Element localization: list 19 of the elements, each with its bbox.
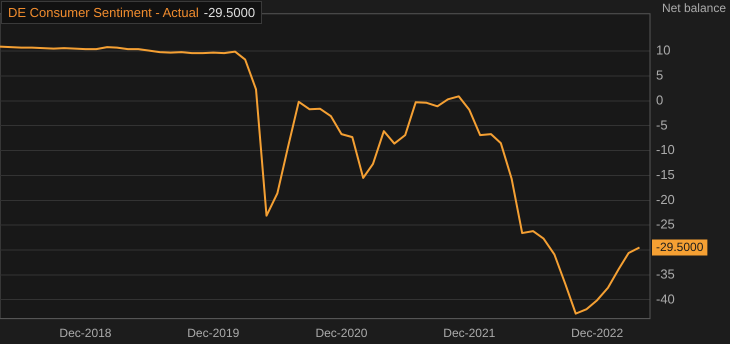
x-tick-label: Dec-2021 xyxy=(443,326,496,340)
y-axis-title: Net balance xyxy=(662,1,726,15)
y-tick-label: -10 xyxy=(656,142,675,158)
annotation: -29.5000 xyxy=(656,240,704,254)
y-tick-label: 5 xyxy=(656,68,664,83)
y-tick-label: 0 xyxy=(656,92,664,108)
y-tick-label: -40 xyxy=(656,291,675,306)
y-tick-label: 10 xyxy=(656,42,670,58)
y-tick-label: -15 xyxy=(656,166,675,182)
x-tick-label: Dec-2018 xyxy=(59,326,112,340)
chart-subtitle: -29.5000 xyxy=(204,5,256,20)
chart-title: DE Consumer Sentiment - Actual xyxy=(8,5,199,20)
x-tick-label: Dec-2019 xyxy=(187,326,240,340)
x-tick-label: Dec-2022 xyxy=(571,326,624,340)
y-tick-label: -35 xyxy=(656,266,675,282)
y-tick-label: -5 xyxy=(656,117,668,132)
y-tick-label: -25 xyxy=(656,216,675,232)
x-tick-label: Dec-2020 xyxy=(315,326,368,340)
y-tick-label: -20 xyxy=(656,192,675,207)
